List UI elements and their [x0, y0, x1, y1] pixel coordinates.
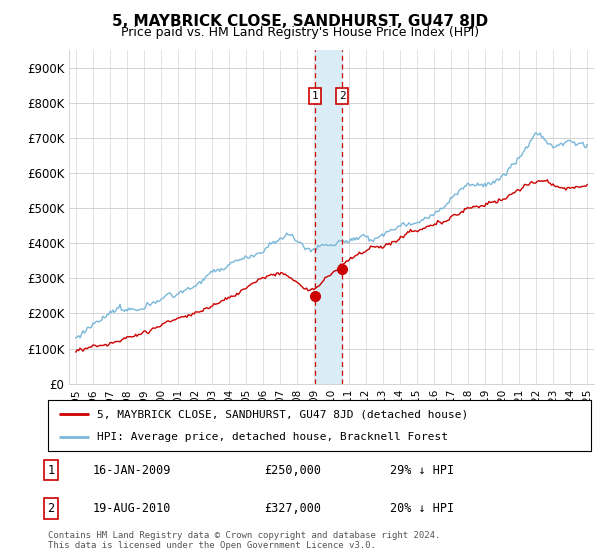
Text: 2: 2: [339, 91, 346, 101]
Bar: [315, 50, 342, 384]
Text: 1: 1: [312, 91, 319, 101]
Text: Price paid vs. HM Land Registry's House Price Index (HPI): Price paid vs. HM Land Registry's House …: [121, 26, 479, 39]
Text: 5, MAYBRICK CLOSE, SANDHURST, GU47 8JD (detached house): 5, MAYBRICK CLOSE, SANDHURST, GU47 8JD (…: [97, 409, 468, 419]
Text: 2: 2: [47, 502, 55, 515]
Text: 29% ↓ HPI: 29% ↓ HPI: [390, 464, 454, 477]
Text: 19-AUG-2010: 19-AUG-2010: [93, 502, 172, 515]
Text: Contains HM Land Registry data © Crown copyright and database right 2024.
This d: Contains HM Land Registry data © Crown c…: [48, 531, 440, 550]
Text: 16-JAN-2009: 16-JAN-2009: [93, 464, 172, 477]
Text: HPI: Average price, detached house, Bracknell Forest: HPI: Average price, detached house, Brac…: [97, 432, 448, 442]
Text: 20% ↓ HPI: 20% ↓ HPI: [390, 502, 454, 515]
Text: 1: 1: [47, 464, 55, 477]
Text: £327,000: £327,000: [264, 502, 321, 515]
Text: 5, MAYBRICK CLOSE, SANDHURST, GU47 8JD: 5, MAYBRICK CLOSE, SANDHURST, GU47 8JD: [112, 14, 488, 29]
Text: £250,000: £250,000: [264, 464, 321, 477]
